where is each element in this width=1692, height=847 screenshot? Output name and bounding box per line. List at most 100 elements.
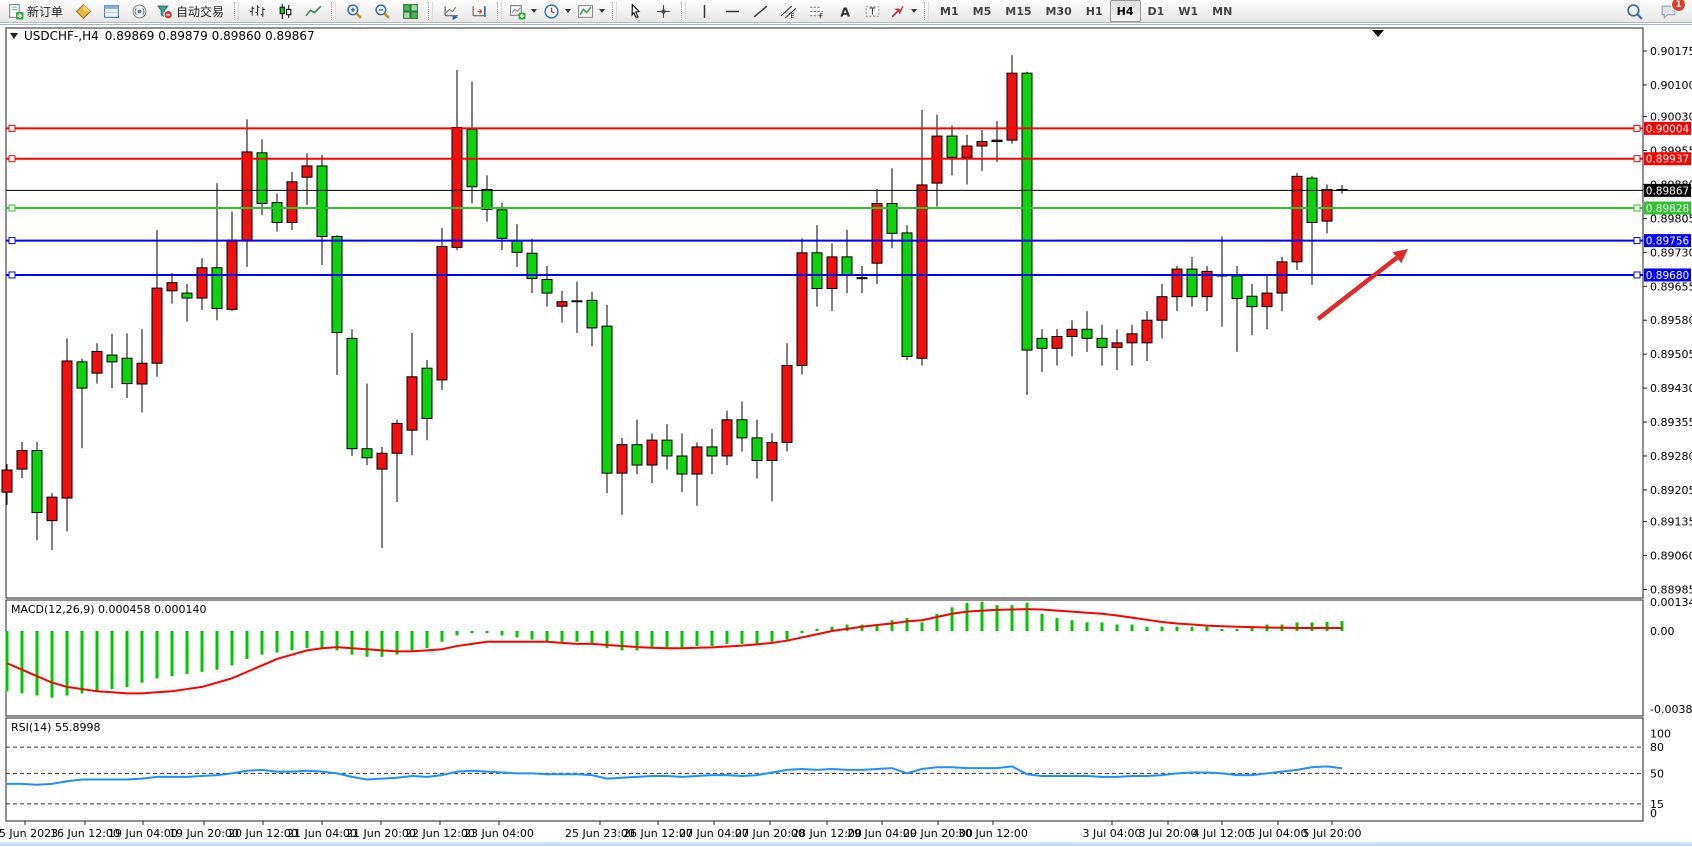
search-button[interactable]: [1620, 0, 1648, 22]
macd-histogram-bar: [20, 631, 24, 694]
macd-histogram-bar: [695, 631, 699, 647]
candle-body: [1231, 275, 1243, 300]
timeframe-mn-button[interactable]: MN: [1212, 4, 1233, 18]
macd-histogram-bar: [485, 631, 489, 634]
macd-histogram-bar: [320, 631, 324, 649]
arrow-annotation[interactable]: [1316, 255, 1399, 321]
line-handle[interactable]: [8, 204, 16, 212]
line-handle[interactable]: [1633, 271, 1641, 279]
macd-histogram-bar: [1010, 605, 1014, 631]
chart-shift-button[interactable]: [465, 0, 493, 22]
label-button[interactable]: T: [858, 0, 886, 22]
candle-body: [1096, 337, 1108, 348]
chart-window[interactable]: USDCHF-,H4 0.89869 0.89879 0.89860 0.898…: [0, 24, 1692, 846]
candle-body: [991, 139, 1003, 142]
tile-windows-button[interactable]: [396, 0, 424, 22]
chart-shift-marker-icon[interactable]: [1372, 30, 1384, 37]
line-handle[interactable]: [1633, 204, 1641, 212]
macd-histogram-bar: [95, 631, 99, 692]
fibonacci-button[interactable]: F: [802, 0, 830, 22]
market-watch-button[interactable]: [69, 0, 97, 22]
macd-histogram-bar: [1325, 621, 1329, 631]
candle-body: [316, 165, 328, 238]
timeframe-m1-button[interactable]: M1: [940, 4, 959, 18]
candle-body: [1261, 292, 1273, 308]
macd-histogram-bar: [1100, 622, 1104, 631]
candle-body: [796, 252, 808, 366]
price-badge: [1644, 201, 1691, 215]
timeframe-m15-button[interactable]: M15: [1005, 4, 1032, 18]
channel-button[interactable]: E: [774, 0, 802, 22]
crosshair-button[interactable]: [649, 0, 677, 22]
candle-body: [871, 202, 883, 264]
autotrading-button[interactable]: 自动交易: [153, 0, 230, 22]
candle-body: [31, 450, 43, 514]
candle-body: [556, 301, 568, 307]
candle-body: [331, 236, 343, 333]
auto-scroll-button[interactable]: [437, 0, 465, 22]
trendline-button[interactable]: [746, 0, 774, 22]
svg-text:T: T: [868, 6, 875, 17]
macd-histogram-bar: [725, 631, 729, 644]
timeframe-h1-button[interactable]: H1: [1085, 4, 1103, 18]
line-handle[interactable]: [1633, 155, 1641, 163]
profiles-button[interactable]: [540, 0, 574, 22]
line-handle[interactable]: [8, 271, 16, 279]
candle-body: [16, 450, 28, 470]
line-chart-icon: [304, 3, 322, 20]
cursor-button[interactable]: [621, 0, 649, 22]
line-chart-button[interactable]: [299, 0, 327, 22]
time-axis-label: 16 Jun 12:00: [50, 827, 120, 840]
price-axis-label: 0.89505: [1650, 348, 1692, 361]
price-badge: [1644, 152, 1691, 166]
text-button[interactable]: A: [830, 0, 858, 22]
chat-button[interactable]: 1: [1654, 0, 1686, 22]
price-axis-label: 0.90030: [1650, 111, 1692, 124]
zoom-out-button[interactable]: [368, 0, 396, 22]
line-handle[interactable]: [8, 237, 16, 245]
indicators-button[interactable]: [574, 0, 608, 22]
chevron-down-icon[interactable]: [599, 9, 606, 13]
line-handle[interactable]: [1633, 124, 1641, 132]
candle-body: [361, 448, 373, 459]
symbol-dropdown-icon[interactable]: [10, 33, 18, 39]
vertical-line-button[interactable]: [690, 0, 718, 22]
macd-signal-line: [6, 608, 1342, 695]
new-order-button[interactable]: 新订单: [4, 0, 69, 22]
timeframe-m30-button[interactable]: M30: [1045, 4, 1072, 18]
zoom-in-button[interactable]: [340, 0, 368, 22]
candle-body: [451, 126, 463, 248]
timeframe-m5-button[interactable]: M5: [972, 4, 992, 18]
line-handle[interactable]: [1633, 237, 1641, 245]
candle-body: [1111, 342, 1123, 348]
svg-text:F: F: [819, 12, 823, 20]
channel-icon: E: [780, 3, 797, 20]
new-chart-button[interactable]: [506, 0, 540, 22]
bar-chart-button[interactable]: [243, 0, 271, 22]
zoom-in-icon: [346, 3, 363, 20]
horizontal-line-button[interactable]: [718, 0, 746, 22]
data-window-button[interactable]: [97, 0, 125, 22]
macd-histogram-bar: [1070, 620, 1074, 631]
timeframe-d1-button[interactable]: D1: [1147, 4, 1165, 18]
chevron-down-icon[interactable]: [911, 9, 918, 13]
macd-histogram-bar: [440, 631, 444, 642]
arrow-annotation-head[interactable]: [1392, 249, 1408, 264]
arrows-button[interactable]: [886, 0, 920, 22]
line-handle[interactable]: [8, 155, 16, 163]
price-axis-label: 0.89430: [1650, 382, 1692, 395]
chevron-down-icon[interactable]: [531, 9, 538, 13]
price-chart-canvas[interactable]: 0.901750.901000.900300.899550.898800.898…: [0, 25, 1692, 847]
macd-histogram-bar: [995, 605, 999, 631]
navigator-button[interactable]: [125, 0, 153, 22]
candlestick-chart-button[interactable]: [271, 0, 299, 22]
timeframe-w1-button[interactable]: W1: [1178, 4, 1199, 18]
macd-histogram-bar: [1145, 626, 1149, 631]
macd-histogram-bar: [335, 631, 339, 651]
macd-histogram-bar: [785, 631, 789, 640]
line-handle[interactable]: [8, 124, 16, 132]
macd-histogram-bar: [1235, 628, 1239, 631]
chevron-down-icon[interactable]: [565, 9, 572, 13]
timeframe-h4-button[interactable]: H4: [1109, 0, 1141, 22]
candle-body: [1156, 296, 1168, 321]
